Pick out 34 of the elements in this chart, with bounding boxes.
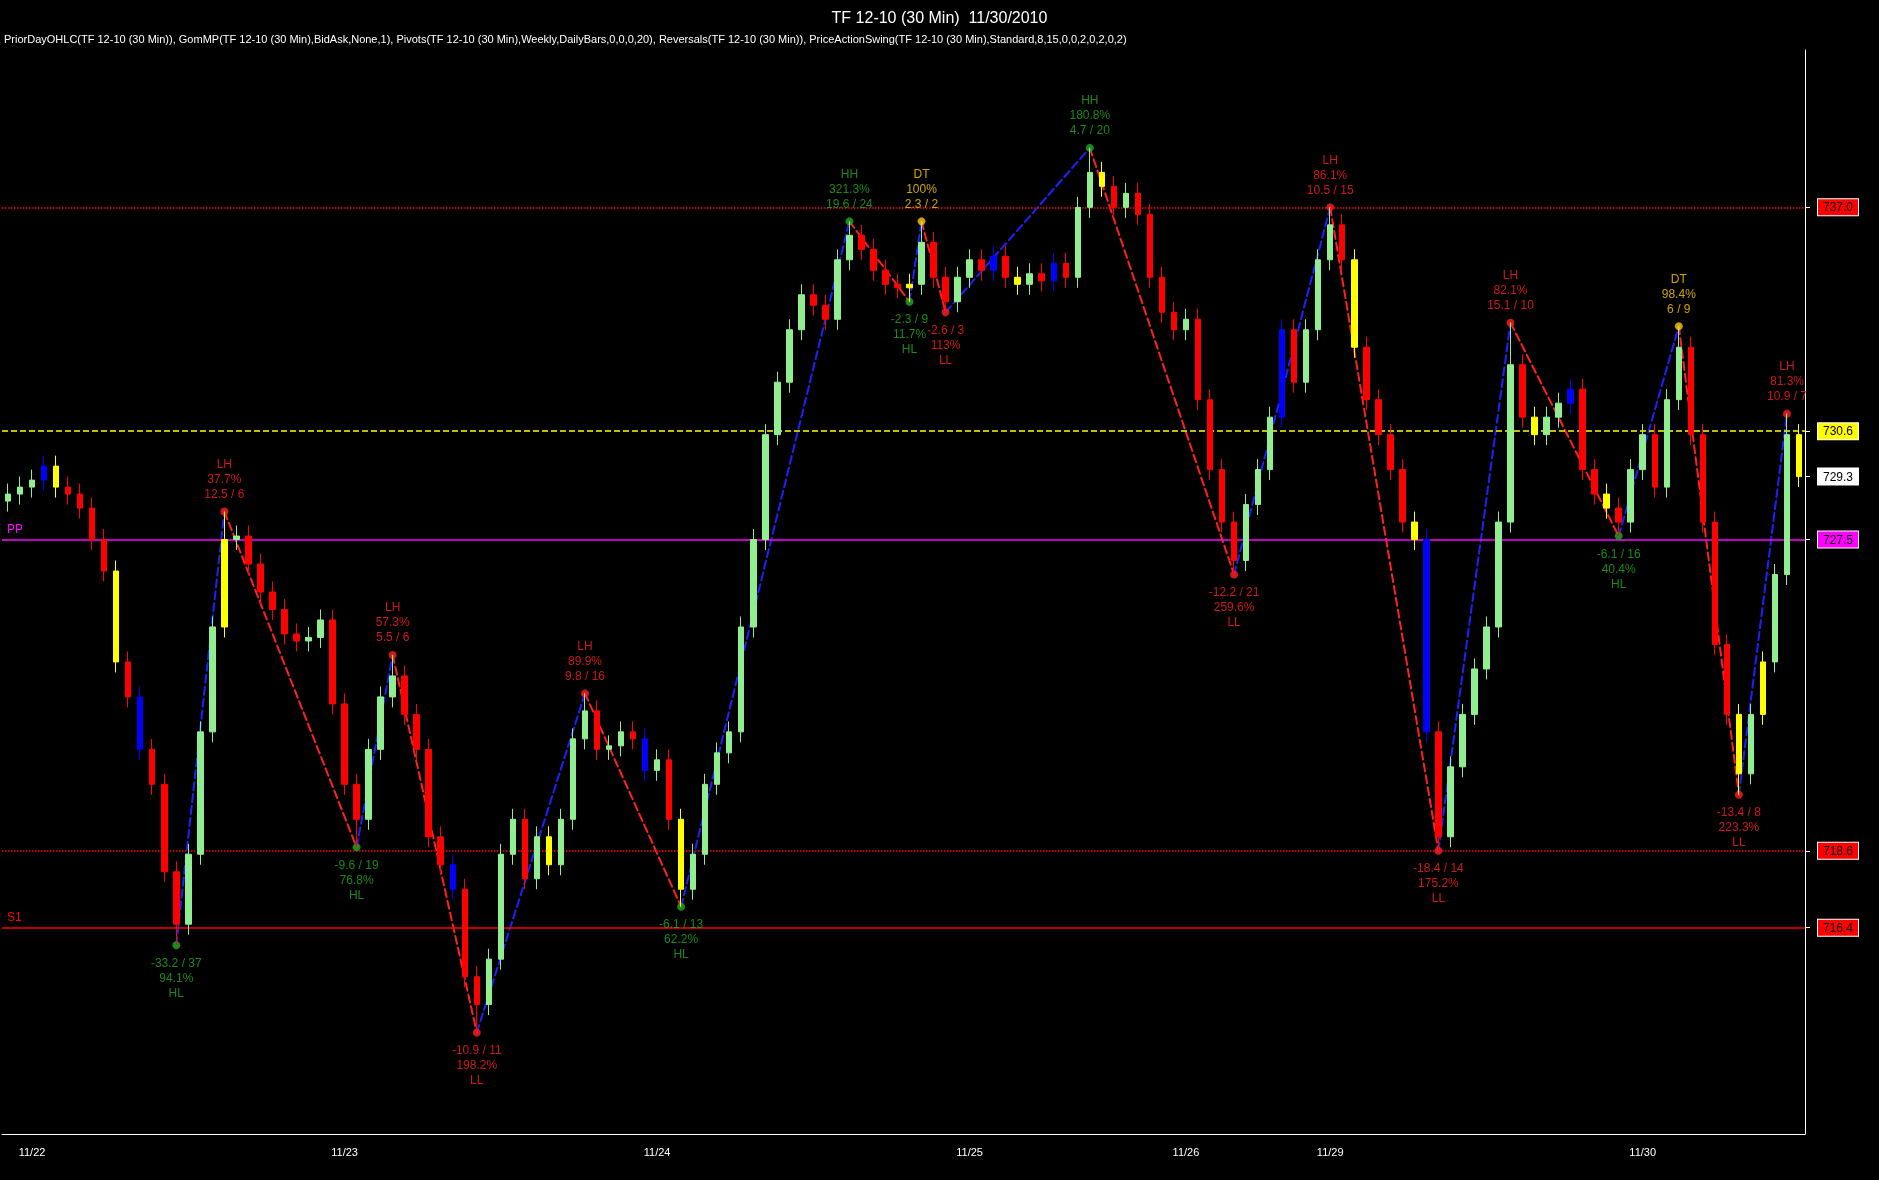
y-tick-label: 718.6 bbox=[1823, 843, 1854, 858]
y-tick-label: 737.0 bbox=[1823, 200, 1854, 215]
x-tick-label: 11/22 bbox=[18, 1145, 46, 1158]
x-tick-label: 11/26 bbox=[1172, 1145, 1200, 1158]
annotation: -6.1 / 16 40.4% HL bbox=[1596, 546, 1642, 591]
annotation: LH 57.3% 5.5 / 6 bbox=[375, 600, 410, 645]
y-tick-label: 730.6 bbox=[1823, 424, 1854, 439]
y-tick-label: 727.5 bbox=[1823, 532, 1854, 547]
y-tick-label: 729.3 bbox=[1823, 469, 1854, 484]
ref-line-label: PP bbox=[7, 521, 24, 536]
x-tick-label: 11/25 bbox=[956, 1145, 983, 1158]
annotation: LH 89.9% 9.8 / 16 bbox=[564, 638, 606, 683]
annotation: LH 37.7% 12.5 / 6 bbox=[204, 457, 245, 502]
annotation: -33.2 / 37 94.1% HL bbox=[150, 955, 202, 1000]
annotation: -9.6 / 19 76.8% HL bbox=[334, 857, 379, 902]
annotation: -2.6 / 3 113% LL bbox=[926, 322, 965, 367]
chart-subtitle: PriorDayOHLC(TF 12-10 (30 Min)), GomMP(TF 12-10 (30 Min),BidAsk,None,1), Pivots(TF 12-10 (30 Min),Weekly,DailyBars,0,0,0,20), Reversals(TF 12-10 (30 Min)), PriceActionSwing(TF 12-10 (30 Min),Standard,8,15,0,0,2,0,2,0,2) bbox=[4, 32, 1127, 45]
x-tick-label: 11/24 bbox=[643, 1145, 671, 1158]
annotation: HH 180.8% 4.7 / 20 bbox=[1069, 93, 1111, 138]
annotation: -12.2 / 21 259.6% LL bbox=[1208, 585, 1260, 630]
annotation: -13.4 / 8 223.3% LL bbox=[1716, 805, 1762, 850]
annotation: LH 86.1% 10.5 / 15 bbox=[1306, 152, 1354, 197]
annotation: DT 98.4% 6 / 9 bbox=[1661, 271, 1697, 316]
ref-line-label: S1 bbox=[7, 909, 22, 924]
chart-title: TF 12-10 (30 Min) 11/30/2010 bbox=[831, 8, 1048, 26]
annotation: -2.3 / 9 11.7% HL bbox=[890, 312, 929, 357]
y-tick-label: 716.4 bbox=[1823, 920, 1854, 935]
annotation: DT 100% 2.3 / 2 bbox=[904, 166, 939, 211]
annotation: -10.9 / 11 198.2% LL bbox=[451, 1043, 503, 1088]
x-tick-label: 11/30 bbox=[1629, 1145, 1657, 1158]
annotation: -18.4 / 14 175.2% LL bbox=[1413, 861, 1465, 906]
x-tick-label: 11/29 bbox=[1316, 1145, 1344, 1158]
annotation: LH 82.1% 15.1 / 10 bbox=[1487, 268, 1535, 313]
x-tick-label: 11/23 bbox=[331, 1145, 358, 1158]
